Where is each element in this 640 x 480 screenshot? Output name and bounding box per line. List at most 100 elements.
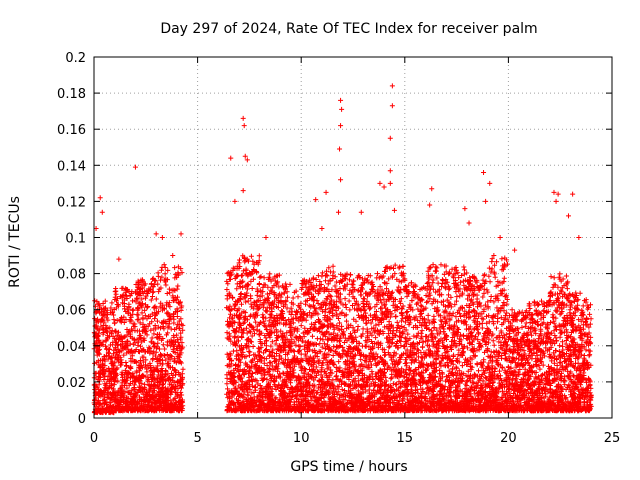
data-point [125,369,131,375]
data-point [112,360,118,366]
data-point [126,405,132,411]
data-point [124,326,130,332]
data-point [115,347,121,353]
data-point [112,294,118,300]
data-point [105,350,111,356]
data-point [92,398,98,404]
data-point [122,376,128,382]
data-point [100,407,106,413]
data-point [114,365,120,371]
data-point [96,351,102,357]
data-point [92,387,98,393]
data-point [115,329,121,335]
data-point [108,305,114,311]
data-point [119,285,125,291]
data-point [103,338,109,344]
data-point [105,377,111,383]
data-point [97,340,103,346]
data-point [125,346,131,352]
data-point [113,372,119,378]
data-point [125,407,131,413]
data-point [120,292,126,298]
data-point [109,365,115,371]
data-point [104,385,110,391]
data-point [127,365,133,371]
data-point [104,315,110,321]
data-point [109,392,115,398]
data-point [119,295,125,301]
data-point [113,328,119,334]
data-point [111,317,117,323]
data-point [100,364,106,370]
data-point [93,403,99,409]
data-point [118,392,124,398]
data-point [102,298,108,304]
data-point [125,309,131,315]
data-point [102,391,108,397]
data-point [120,395,126,401]
data-point [129,298,135,304]
data-point [103,382,109,388]
data-point [109,392,115,398]
data-point [92,360,98,366]
data-point [93,383,99,389]
data-point [98,409,104,415]
data-point [97,303,103,309]
data-point [106,390,112,396]
data-point [115,342,121,348]
data-point [123,289,129,295]
data-point [113,371,119,377]
data-point [126,329,132,335]
data-point [126,382,132,388]
data-point [109,358,115,364]
data-point [100,326,106,332]
chart-title: Day 297 of 2024, Rate Of TEC Index for r… [160,21,537,37]
data-point [114,349,120,355]
data-point [113,378,119,384]
data-point [119,387,125,393]
data-point [108,396,114,402]
data-point [111,382,117,388]
data-point [113,336,119,342]
data-point [111,389,117,395]
data-point [94,338,100,344]
data-point [113,305,119,311]
data-point [107,400,113,406]
data-point [113,286,119,292]
data-point [99,317,105,323]
data-point [95,376,101,382]
data-point [106,369,112,375]
data-point [102,397,108,403]
data-point [97,371,103,377]
data-point [130,321,136,327]
data-point [128,366,134,372]
data-point [104,346,110,352]
data-point [131,349,137,355]
data-point [124,293,130,299]
data-point [109,385,115,391]
data-point [96,327,102,333]
data-point [100,372,106,378]
data-point [128,356,134,362]
data-point [126,349,132,355]
data-point [124,385,130,391]
data-point [127,341,133,347]
data-point [101,388,107,394]
data-point [107,333,113,339]
data-point [119,382,125,388]
data-point [113,291,119,297]
data-point [109,300,115,306]
data-point [126,306,132,312]
data-point [122,303,128,309]
data-point [121,352,127,358]
data-point [97,400,103,406]
data-point [92,331,98,337]
data-point [113,354,119,360]
data-point [114,405,120,411]
data-point [98,319,104,325]
data-point [103,305,109,311]
data-point [132,340,138,346]
data-point [102,312,108,318]
data-point [110,351,116,357]
data-point [99,357,105,363]
